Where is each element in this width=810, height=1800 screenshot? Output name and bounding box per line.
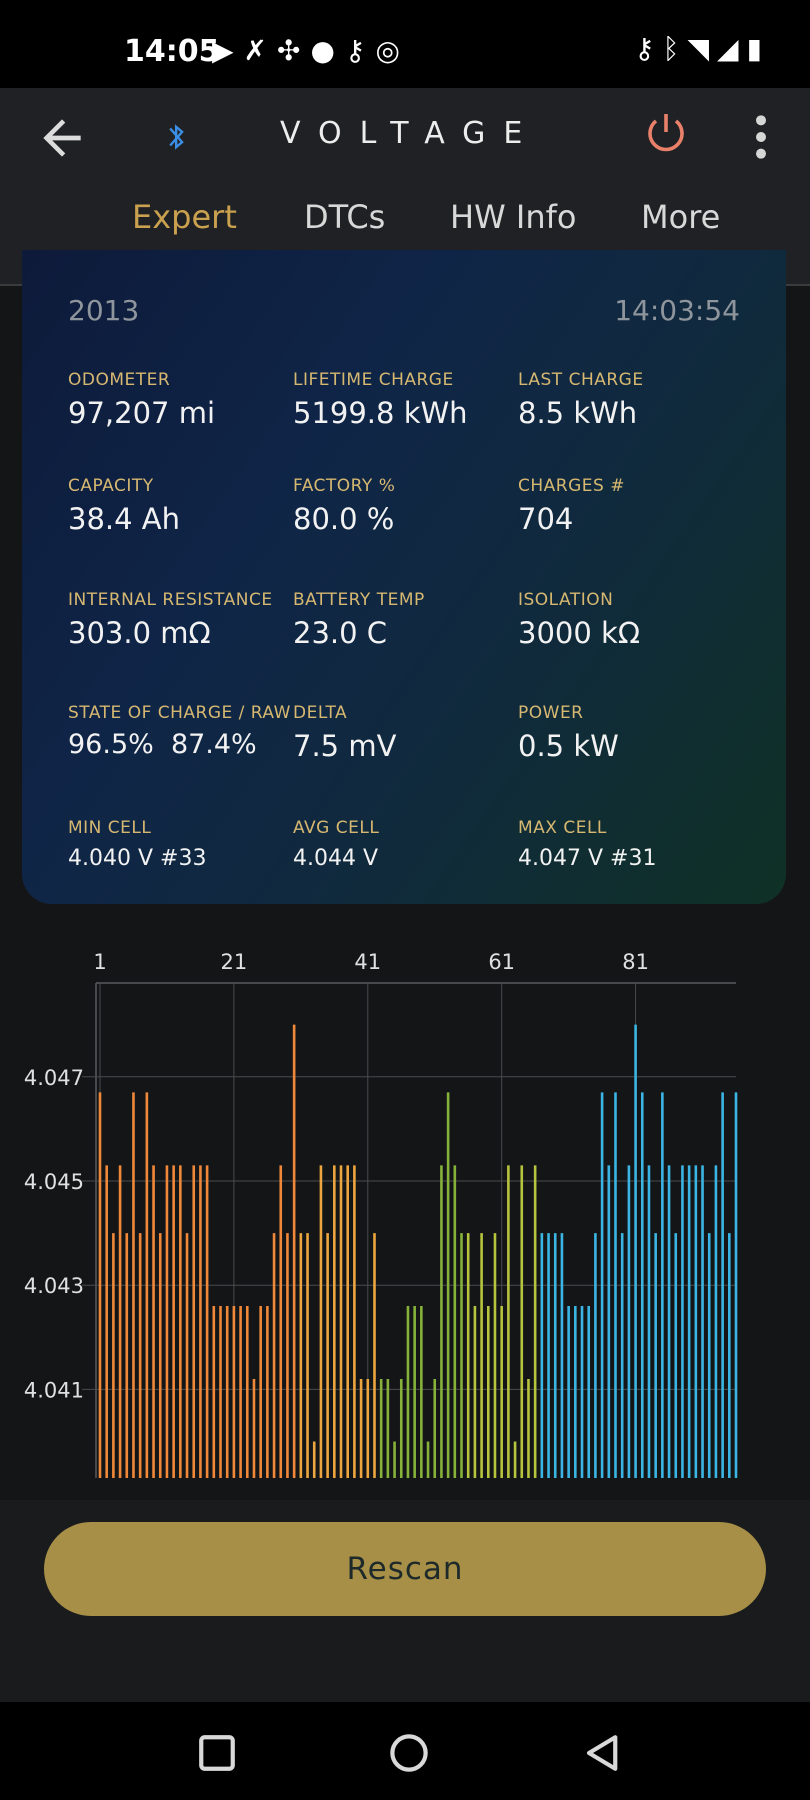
stat-label: LAST CHARGE bbox=[518, 370, 644, 390]
wifi-icon: ◥ bbox=[687, 32, 718, 65]
stat-last-charge: LAST CHARGE 8.5 kWh bbox=[518, 370, 738, 430]
cell-signal-icon: ◢ bbox=[717, 32, 747, 65]
chart-svg: 4.047 4.045 4.043 4.041 1 21 41 61 81 bbox=[24, 950, 738, 1478]
stat-label: DELTA bbox=[293, 703, 348, 723]
rescan-button[interactable]: Rescan bbox=[44, 1522, 766, 1616]
x-tick-label: 81 bbox=[622, 950, 649, 974]
youtube-icon: ▶ bbox=[212, 34, 244, 67]
signal-tool-icon: ✗ bbox=[243, 34, 278, 67]
stat-avg-cell: AVG CELL 4.044 V bbox=[293, 818, 513, 871]
notification-icons: ▶✗✣●⚷◎ bbox=[212, 34, 410, 67]
vpn-key-icon: ⚷ bbox=[634, 32, 663, 65]
stat-label: BATTERY TEMP bbox=[293, 590, 425, 610]
stat-max-cell: MAX CELL 4.047 V #31 bbox=[518, 818, 738, 871]
stat-value: 7.5 mV bbox=[293, 729, 397, 763]
tab-bar: Expert DTCs HW Info More bbox=[0, 198, 810, 284]
stat-value: 96.5% 87.4% bbox=[68, 729, 257, 760]
stat-value: 80.0 % bbox=[293, 502, 395, 536]
key-icon: ⚷ bbox=[344, 34, 376, 67]
system-nav-bar bbox=[0, 1702, 810, 1800]
bluetooth-icon: ᛒ bbox=[662, 32, 688, 65]
status-time: 14:05 bbox=[124, 34, 220, 69]
scan-time: 14:03:54 bbox=[614, 294, 740, 327]
stat-value: 38.4 Ah bbox=[68, 502, 181, 536]
stat-value: 303.0 mΩ bbox=[68, 616, 211, 650]
stat-label: ODOMETER bbox=[68, 370, 171, 390]
stat-value: 704 bbox=[518, 502, 574, 536]
stat-factory-percent: FACTORY % 80.0 % bbox=[293, 476, 513, 536]
y-tick-label: 4.043 bbox=[24, 1274, 84, 1298]
stat-lifetime-charge: LIFETIME CHARGE 5199.8 kWh bbox=[293, 370, 513, 430]
stat-value: 5199.8 kWh bbox=[293, 396, 468, 430]
stat-power: POWER 0.5 kW bbox=[518, 703, 738, 763]
stat-charges-count: CHARGES # 704 bbox=[518, 476, 738, 536]
stat-label: CAPACITY bbox=[68, 476, 154, 496]
back-nav-icon[interactable] bbox=[582, 1732, 624, 1774]
y-tick-label: 4.047 bbox=[24, 1066, 84, 1090]
stat-capacity: CAPACITY 38.4 Ah bbox=[68, 476, 288, 536]
stat-label: POWER bbox=[518, 703, 584, 723]
stat-label: ISOLATION bbox=[518, 590, 614, 610]
model-year: 2013 bbox=[68, 294, 140, 327]
stat-value: 23.0 C bbox=[293, 616, 388, 650]
stat-value: 4.040 V #33 bbox=[68, 846, 207, 871]
stat-label: MAX CELL bbox=[518, 818, 607, 838]
tab-hw-info[interactable]: HW Info bbox=[450, 198, 577, 236]
x-tick-label: 1 bbox=[93, 950, 106, 974]
overflow-menu-icon[interactable] bbox=[746, 112, 776, 162]
stat-label: STATE OF CHARGE / RAW bbox=[68, 703, 291, 723]
stat-delta: DELTA 7.5 mV bbox=[293, 703, 513, 763]
chart-bars bbox=[98, 1024, 738, 1478]
x-tick-label: 41 bbox=[354, 950, 381, 974]
tab-dtcs[interactable]: DTCs bbox=[304, 198, 386, 236]
page-title: VOLTAGE bbox=[280, 116, 541, 151]
battery-icon: ▮ bbox=[746, 32, 770, 65]
system-icons: ⚷ᛒ◥◢▮ bbox=[634, 32, 770, 65]
stat-value: 4.047 V #31 bbox=[518, 846, 657, 871]
stat-value: 97,207 mi bbox=[68, 396, 215, 430]
fan-icon: ✣ bbox=[277, 34, 311, 67]
battery-stats-card: 2013 14:03:54 ODOMETER 97,207 mi LIFETIME… bbox=[22, 250, 786, 904]
stat-value: 0.5 kW bbox=[518, 729, 619, 763]
stat-min-cell: MIN CELL 4.040 V #33 bbox=[68, 818, 288, 871]
tab-more[interactable]: More bbox=[641, 198, 721, 236]
y-tick-label: 4.041 bbox=[24, 1378, 84, 1402]
stat-label: FACTORY % bbox=[293, 476, 396, 496]
tab-expert[interactable]: Expert bbox=[132, 198, 237, 236]
recent-apps-icon[interactable] bbox=[196, 1732, 238, 1774]
stat-label: AVG CELL bbox=[293, 818, 380, 838]
power-icon[interactable] bbox=[642, 108, 690, 156]
back-arrow-icon[interactable] bbox=[34, 110, 90, 166]
cell-voltage-chart: 4.047 4.045 4.043 4.041 1 21 41 61 81 bbox=[0, 940, 810, 1500]
stat-odometer: ODOMETER 97,207 mi bbox=[68, 370, 288, 430]
y-tick-label: 4.045 bbox=[24, 1170, 84, 1194]
home-icon[interactable] bbox=[388, 1732, 430, 1774]
x-tick-label: 21 bbox=[221, 950, 248, 974]
x-tick-label: 61 bbox=[488, 950, 515, 974]
stat-value: 3000 kΩ bbox=[518, 616, 640, 650]
stat-isolation: ISOLATION 3000 kΩ bbox=[518, 590, 738, 650]
chart-ticks: 4.047 4.045 4.043 4.041 1 21 41 61 81 bbox=[24, 950, 649, 1402]
stat-label: MIN CELL bbox=[68, 818, 152, 838]
stat-battery-temp: BATTERY TEMP 23.0 C bbox=[293, 590, 513, 650]
stat-label: INTERNAL RESISTANCE bbox=[68, 590, 273, 610]
reddit-icon: ● bbox=[310, 34, 345, 67]
status-bar: 14:05 ▶✗✣●⚷◎ ⚷ᛒ◥◢▮ bbox=[0, 0, 810, 88]
bluetooth-icon bbox=[169, 124, 184, 150]
stat-label: CHARGES # bbox=[518, 476, 625, 496]
stat-value: 4.044 V bbox=[293, 846, 379, 871]
stat-state-of-charge: STATE OF CHARGE / RAW 96.5% 87.4% bbox=[68, 703, 291, 760]
stat-internal-resistance: INTERNAL RESISTANCE 303.0 mΩ bbox=[68, 590, 288, 650]
app-icon: ◎ bbox=[375, 34, 410, 67]
stat-value: 8.5 kWh bbox=[518, 396, 638, 430]
stat-label: LIFETIME CHARGE bbox=[293, 370, 454, 390]
